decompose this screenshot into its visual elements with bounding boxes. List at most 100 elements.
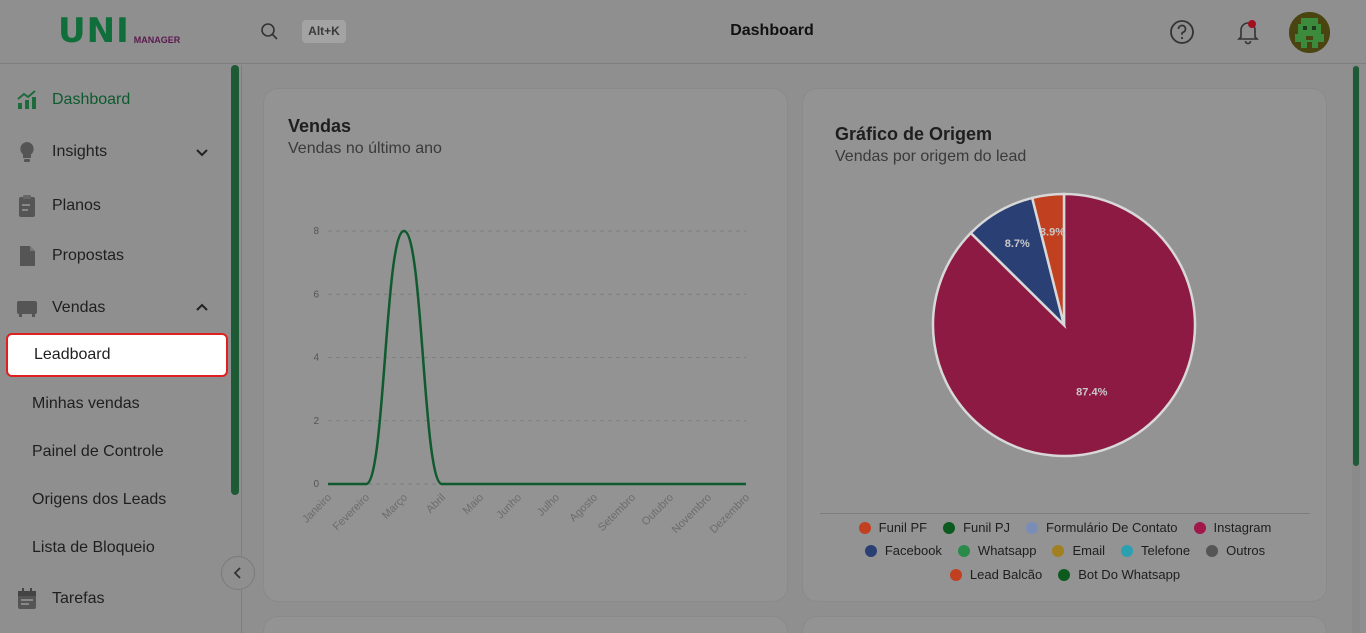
- legend-label: Funil PJ: [963, 520, 1011, 535]
- legend-item[interactable]: Telefone: [1120, 543, 1191, 558]
- sidebar-item-vendas[interactable]: Vendas: [0, 288, 230, 328]
- legend-swatch: [1026, 521, 1039, 534]
- chart-icon: [16, 89, 38, 111]
- card-subtitle: Vendas por origem do lead: [835, 148, 1027, 165]
- legend-item[interactable]: Email: [1052, 543, 1105, 558]
- legend-swatch: [1052, 544, 1065, 557]
- sidebar-subitem-label: Leadboard: [34, 346, 111, 363]
- sidebar-subitem-lista-de-bloqueio[interactable]: Lista de Bloqueio: [6, 526, 228, 570]
- legend-item[interactable]: Funil PJ: [943, 520, 1010, 535]
- legend-swatch: [864, 544, 877, 557]
- legend-item[interactable]: Lead Balcão: [949, 567, 1042, 582]
- chevron-up-icon[interactable]: [194, 300, 210, 316]
- legend-row: Facebook Whatsapp Email Telefone Outros: [820, 543, 1310, 558]
- sidebar-item-tarefas[interactable]: Tarefas: [0, 579, 230, 619]
- page-scrollbar[interactable]: [1353, 66, 1359, 466]
- legend-label: Email: [1072, 543, 1105, 558]
- x-tick-label: Março: [380, 492, 410, 522]
- sidebar-subitem-painel-de-controle[interactable]: Painel de Controle: [6, 430, 228, 474]
- y-tick-label: 2: [313, 416, 319, 427]
- sidebar-item-propostas[interactable]: Propostas: [0, 236, 230, 276]
- legend-label: Formulário De Contato: [1046, 520, 1178, 535]
- legend-item[interactable]: Whatsapp: [957, 543, 1036, 558]
- search-icon[interactable]: [260, 22, 280, 42]
- sidebar-subitem-label: Minhas vendas: [32, 395, 140, 412]
- legend-row: Funil PF Funil PJ Formulário De Contato Ins…: [820, 520, 1310, 535]
- sidebar-item-dashboard[interactable]: Dashboard: [0, 80, 230, 120]
- card-stub: [264, 617, 787, 633]
- legend-swatch: [957, 544, 970, 557]
- x-tick-label: Janeiro: [300, 492, 334, 526]
- chevron-left-icon: [233, 567, 241, 579]
- sidebar-item-label: Planos: [52, 197, 101, 214]
- notification-dot: [1248, 20, 1256, 28]
- legend-item[interactable]: Funil PF: [858, 520, 928, 535]
- legend-swatch: [1120, 544, 1133, 557]
- app-logo[interactable]: UNI MANAGER: [58, 11, 181, 51]
- pie-label: 87.4%: [1076, 386, 1107, 398]
- sidebar-scrollbar[interactable]: [231, 65, 239, 495]
- sidebar-item-label: Dashboard: [52, 91, 131, 108]
- x-tick-label: Fevereiro: [331, 492, 372, 533]
- pie-slice: [931, 192, 1197, 458]
- legend-label: Bot Do Whatsapp: [1078, 567, 1181, 582]
- legend-swatch: [858, 521, 871, 534]
- legend-label: Outros: [1226, 543, 1266, 558]
- x-tick-label: Novembro: [670, 492, 714, 536]
- origin-card: Gráfico de Origem Vendas por origem do l…: [803, 89, 1326, 601]
- logo-main: UNI: [58, 11, 130, 51]
- pie-label: 8.7%: [1005, 238, 1030, 250]
- collapse-sidebar-button[interactable]: [221, 556, 255, 590]
- legend-item[interactable]: Bot Do Whatsapp: [1058, 567, 1180, 582]
- legend-item[interactable]: Formulário De Contato: [1026, 520, 1178, 535]
- sidebar-item-label: Propostas: [52, 247, 125, 264]
- avatar[interactable]: [1289, 12, 1330, 53]
- y-tick-label: 8: [313, 226, 319, 237]
- calendar-icon: [16, 588, 38, 610]
- sidebar-subitem-label: Painel de Controle: [32, 443, 164, 460]
- document-icon: [16, 245, 38, 267]
- legend-swatch: [1058, 568, 1071, 581]
- x-tick-label: Outubro: [640, 492, 677, 529]
- x-tick-label: Maio: [461, 492, 486, 517]
- legend-swatch: [1193, 521, 1206, 534]
- legend-label: Funil PF: [878, 520, 928, 535]
- legend-swatch: [949, 568, 962, 581]
- logo-sub: MANAGER: [133, 35, 181, 45]
- help-icon[interactable]: [1169, 19, 1195, 45]
- shortcut-badge: Alt+K: [302, 20, 346, 43]
- pie-label: 3.9%: [1040, 226, 1065, 238]
- card-stub: [803, 617, 1326, 633]
- top-bar: UNI MANAGER Alt+K Dashboard: [0, 0, 1366, 64]
- card-subtitle: Vendas no último ano: [288, 140, 442, 157]
- legend-item[interactable]: Outros: [1206, 543, 1265, 558]
- sidebar-subitem-minhas-vendas[interactable]: Minhas vendas: [6, 382, 228, 426]
- legend-label: Instagram: [1213, 520, 1272, 535]
- legend-row: Lead Balcão Bot Do Whatsapp: [820, 567, 1310, 582]
- x-tick-label: Agosto: [567, 492, 600, 525]
- x-tick-label: Julho: [535, 492, 562, 519]
- chevron-down-icon[interactable]: [194, 144, 210, 160]
- sidebar-item-planos[interactable]: Planos: [0, 186, 230, 226]
- legend-item[interactable]: Instagram: [1193, 520, 1272, 535]
- chart-legend: Funil PF Funil PJ Formulário De Contato Ins…: [820, 513, 1310, 582]
- legend-item[interactable]: Facebook: [864, 543, 942, 558]
- sidebar-item-label: Insights: [52, 143, 108, 160]
- page-title: Dashboard: [730, 22, 814, 39]
- store-icon: [16, 297, 38, 319]
- sidebar-subitem-label: Lista de Bloqueio: [32, 539, 155, 556]
- x-tick-label: Abril: [424, 492, 448, 516]
- lightbulb-icon: [16, 141, 38, 163]
- card-title: Vendas: [288, 116, 352, 136]
- pie-slice: [1030, 192, 1066, 326]
- sidebar-item-insights[interactable]: Insights: [0, 132, 230, 172]
- sidebar-subitem-origens-dos-leads[interactable]: Origens dos Leads: [6, 478, 228, 522]
- sidebar-subitem-leadboard[interactable]: Leadboard: [6, 333, 228, 377]
- sidebar-item-label: Vendas: [52, 299, 106, 316]
- legend-label: Telefone: [1140, 543, 1191, 558]
- card-title: Gráfico de Origem: [835, 124, 993, 144]
- sales-card: Vendas Vendas no último ano 0 2 4 6 8 Janeiro…: [264, 89, 787, 601]
- legend-label: Facebook: [884, 543, 942, 558]
- origin-pie-chart: 87.4% 8.7% 3.9%: [931, 192, 1197, 458]
